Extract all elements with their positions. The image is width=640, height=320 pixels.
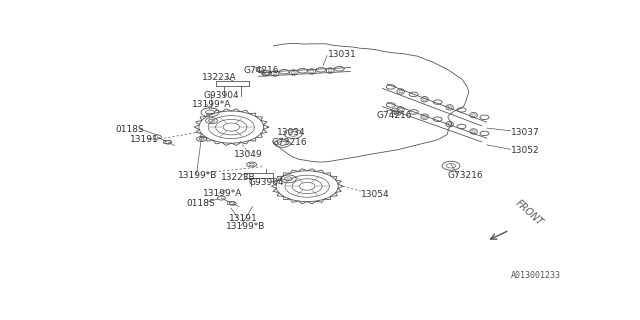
Text: 13034: 13034 [277, 128, 305, 137]
Text: G93904: G93904 [204, 91, 239, 100]
Text: 13199*A: 13199*A [203, 189, 243, 198]
Text: FRONT: FRONT [513, 198, 545, 228]
Text: 0118S: 0118S [116, 125, 145, 134]
Text: 13191: 13191 [129, 135, 158, 144]
Bar [163, 140, 170, 142]
Text: G73216: G73216 [447, 171, 483, 180]
Text: G74216: G74216 [244, 66, 279, 75]
Text: G74216: G74216 [376, 111, 412, 120]
Text: 13191: 13191 [229, 214, 257, 223]
Text: 13199*B: 13199*B [227, 222, 266, 231]
Text: 13223A: 13223A [202, 73, 236, 82]
Text: 13054: 13054 [361, 190, 390, 199]
Text: 13199*A: 13199*A [191, 100, 231, 109]
Text: 13199*B: 13199*B [178, 171, 217, 180]
Text: 13052: 13052 [511, 146, 539, 155]
Text: 13031: 13031 [328, 50, 356, 59]
Text: 13037: 13037 [511, 128, 540, 137]
Text: A013001233: A013001233 [511, 271, 561, 280]
Text: 13223B: 13223B [221, 173, 256, 182]
Bar [227, 201, 234, 204]
Text: G93904: G93904 [249, 178, 284, 187]
Text: G73216: G73216 [272, 138, 308, 147]
Text: 13049: 13049 [234, 150, 262, 159]
Text: 0118S: 0118S [187, 199, 216, 208]
